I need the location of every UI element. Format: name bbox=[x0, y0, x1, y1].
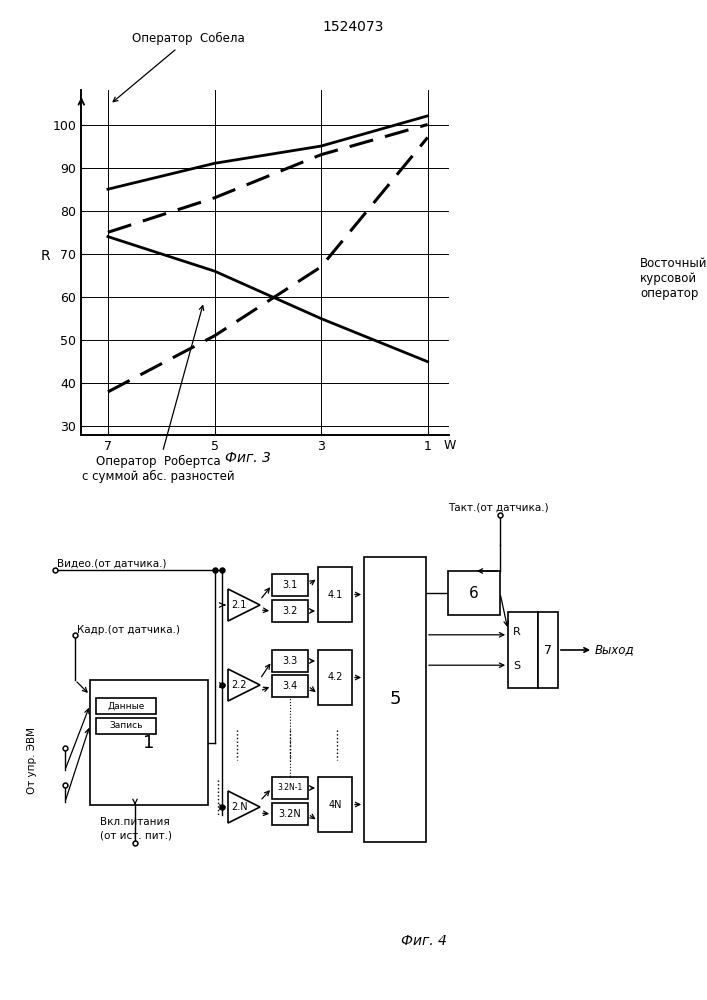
Text: Оператор  Робертса
с суммой абс. разностей: Оператор Робертса с суммой абс. разносте… bbox=[81, 306, 234, 483]
Text: Видео.(от датчика.): Видео.(от датчика.) bbox=[57, 558, 167, 568]
Text: 7: 7 bbox=[544, 644, 552, 656]
Bar bbox=[318, 777, 352, 832]
Text: W: W bbox=[444, 439, 456, 452]
Text: сечение плоскостями: сечение плоскостями bbox=[0, 999, 1, 1000]
Text: От упр. ЭВМ: От упр. ЭВМ bbox=[27, 726, 37, 794]
Polygon shape bbox=[228, 589, 260, 621]
Text: Кадр.(от датчика.): Кадр.(от датчика.) bbox=[77, 625, 180, 635]
Text: 3.2N: 3.2N bbox=[279, 809, 301, 819]
Text: 6: 6 bbox=[469, 585, 479, 600]
Text: Такт.(от датчика.): Такт.(от датчика.) bbox=[448, 503, 549, 513]
Y-axis label: R: R bbox=[41, 248, 50, 262]
Text: 3.1: 3.1 bbox=[282, 580, 298, 590]
Text: Оператор  Собела: Оператор Собела bbox=[113, 32, 245, 102]
Text: S: S bbox=[513, 661, 520, 671]
Text: 4.2: 4.2 bbox=[327, 672, 343, 682]
Text: 5: 5 bbox=[390, 690, 401, 708]
Text: 1524073: 1524073 bbox=[323, 20, 384, 34]
Bar bbox=[538, 612, 558, 688]
Text: Фиг. 3: Фиг. 3 bbox=[225, 451, 270, 465]
Text: 2.1: 2.1 bbox=[231, 600, 247, 610]
Bar bbox=[272, 803, 308, 825]
Bar bbox=[90, 680, 208, 805]
Bar bbox=[272, 574, 308, 596]
Polygon shape bbox=[228, 791, 260, 823]
Text: Вкл.питания: Вкл.питания bbox=[100, 817, 170, 827]
Bar bbox=[318, 567, 352, 622]
Text: (от ист. пит.): (от ист. пит.) bbox=[100, 831, 172, 841]
Bar bbox=[96, 698, 156, 714]
Text: Восточный
курсовой
оператор: Восточный курсовой оператор bbox=[640, 257, 707, 300]
Text: 1: 1 bbox=[144, 734, 155, 752]
Bar bbox=[96, 718, 156, 734]
Bar bbox=[272, 777, 308, 799]
Text: 2.N: 2.N bbox=[231, 802, 247, 812]
Polygon shape bbox=[228, 669, 260, 701]
Text: Запись: Запись bbox=[110, 722, 143, 730]
Text: Фиг. 4: Фиг. 4 bbox=[402, 934, 447, 948]
Text: Выход: Выход bbox=[595, 644, 635, 656]
Text: R: R bbox=[513, 627, 521, 637]
Bar bbox=[272, 675, 308, 697]
Text: 3.3: 3.3 bbox=[282, 656, 298, 666]
Text: Данные: Данные bbox=[107, 702, 145, 710]
Bar bbox=[448, 571, 500, 615]
Bar bbox=[364, 557, 426, 842]
Text: 2.2: 2.2 bbox=[231, 680, 247, 690]
Text: 4.1: 4.1 bbox=[327, 589, 343, 599]
Text: 3.4: 3.4 bbox=[282, 681, 298, 691]
Bar bbox=[318, 650, 352, 705]
Text: 3.2N-1: 3.2N-1 bbox=[277, 784, 303, 792]
Bar bbox=[272, 600, 308, 622]
Bar bbox=[272, 650, 308, 672]
Text: 4N: 4N bbox=[328, 800, 341, 810]
Bar bbox=[508, 612, 538, 688]
Text: 3.2: 3.2 bbox=[282, 606, 298, 616]
